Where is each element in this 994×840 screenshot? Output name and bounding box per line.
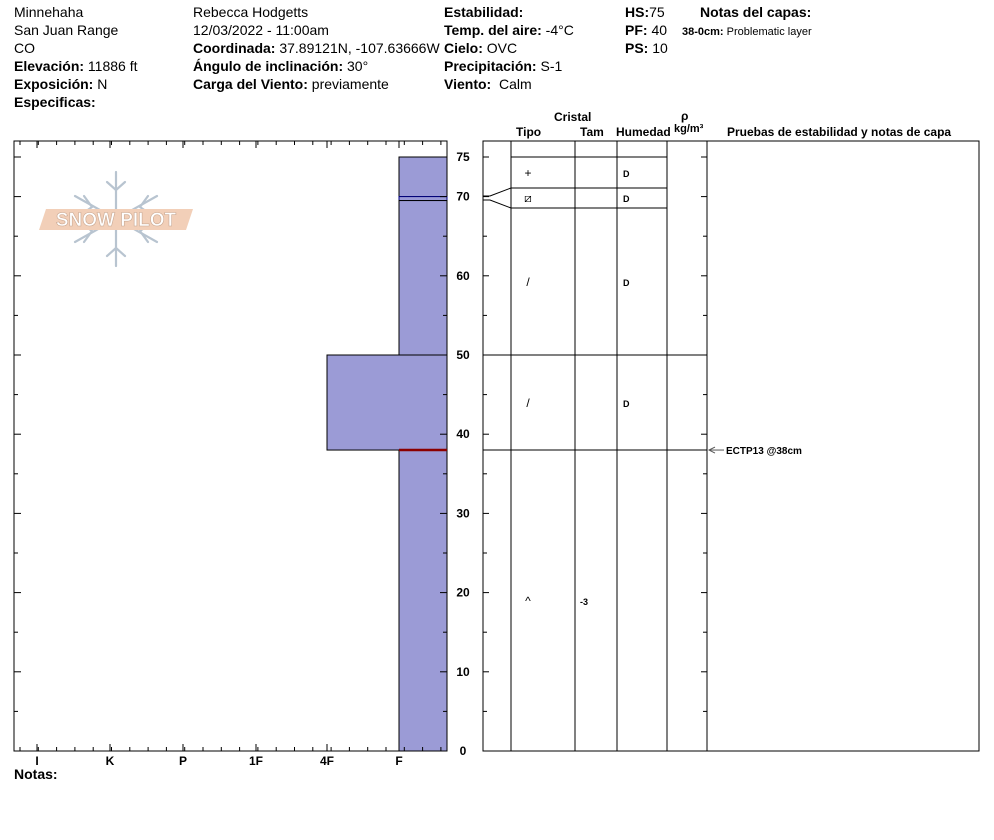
moisture-value: D bbox=[623, 399, 630, 409]
depth-tick-label: 30 bbox=[456, 506, 470, 520]
air-temp-value: -4°C bbox=[545, 22, 574, 38]
hardness-layer-bar bbox=[398, 449, 448, 752]
depth-tick-label: 50 bbox=[456, 348, 470, 362]
wind-row: Viento: Calm bbox=[444, 75, 532, 93]
elevation-label: Elevación: bbox=[14, 58, 85, 74]
ps-label: PS: bbox=[625, 40, 649, 56]
moisture-value: D bbox=[623, 278, 630, 288]
grain-type-symbol: ⧄ bbox=[524, 191, 532, 205]
wind-label: Viento: bbox=[444, 76, 492, 92]
aspect-value: N bbox=[97, 76, 108, 92]
depth-tick-label: 40 bbox=[456, 427, 470, 441]
col-density-unit: kg/m³ bbox=[674, 123, 704, 135]
col-rho: ρ bbox=[681, 109, 689, 123]
moisture-value: D bbox=[623, 194, 630, 204]
slope-row: Ángulo de inclinación: 30° bbox=[193, 57, 368, 75]
hs-label: HS: bbox=[625, 4, 650, 20]
wind-load-row: Carga del Viento: previamente bbox=[193, 75, 389, 93]
ps-value: 10 bbox=[652, 40, 668, 56]
hardness-tick-label: F bbox=[395, 754, 402, 768]
sky-label: Cielo: bbox=[444, 40, 483, 56]
air-temp-row: Temp. del aire: -4°C bbox=[444, 21, 574, 39]
col-moisture: Humedad bbox=[616, 125, 671, 139]
layer-connector bbox=[483, 187, 512, 197]
ps-row: PS: 10 bbox=[625, 39, 668, 57]
hs-value: 75 bbox=[649, 4, 665, 20]
coord-row: Coordinada: 37.89121N, -107.63666W bbox=[193, 39, 440, 57]
coord-value: 37.89121N, -107.63666W bbox=[279, 40, 440, 56]
layer-note-text: Problematic layer bbox=[726, 26, 812, 38]
hardness-layer-bar bbox=[398, 196, 448, 202]
depth-tick-label: 20 bbox=[456, 586, 470, 600]
col-type: Tipo bbox=[516, 125, 542, 139]
location: Minnehaha bbox=[14, 4, 84, 20]
slope-label: Ángulo de inclinación: bbox=[193, 58, 344, 74]
depth-tick-label: 10 bbox=[456, 665, 470, 679]
pf-label: PF: bbox=[625, 22, 648, 38]
datetime: 12/03/2022 - 11:00am bbox=[193, 22, 329, 38]
hardness-tick-label: K bbox=[106, 754, 115, 768]
test-arrow-head bbox=[707, 446, 716, 454]
wind-load-value: previamente bbox=[311, 76, 389, 92]
specifics-label: Especificas: bbox=[14, 94, 96, 110]
coord-label: Coordinada: bbox=[193, 40, 276, 56]
slope-value: 30° bbox=[347, 58, 369, 74]
aspect-row: Exposición: N bbox=[14, 75, 107, 93]
layer-note-depth: 38-0cm: bbox=[682, 26, 724, 38]
depth-tick-label: 60 bbox=[456, 269, 470, 283]
hardness-tick-label: 1F bbox=[249, 754, 263, 768]
stability-label: Estabilidad: bbox=[444, 4, 524, 20]
hardness-tick-label: I bbox=[35, 754, 38, 768]
logo-text: SNOW PILOT bbox=[56, 210, 177, 231]
col-tests: Pruebas de estabilidad y notas de capa bbox=[727, 125, 952, 139]
grain-type-symbol: ^ bbox=[525, 594, 531, 608]
sky-row: Cielo: OVC bbox=[444, 39, 517, 57]
depth-tick-label: 75 bbox=[456, 150, 470, 164]
hs-row: HS:75 bbox=[625, 3, 665, 21]
wind-value: Calm bbox=[498, 76, 532, 92]
precip-label: Precipitación: bbox=[444, 58, 537, 74]
layer-note-row: 38-0cm: Problematic layer bbox=[682, 23, 812, 41]
layer-connector bbox=[483, 199, 512, 209]
state: CO bbox=[14, 40, 35, 56]
grain-type-symbol: / bbox=[526, 275, 530, 289]
hardness-tick-label: P bbox=[179, 754, 187, 768]
layer-notes-label: Notas del capas: bbox=[700, 4, 812, 20]
grain-type-symbol: + bbox=[524, 166, 531, 180]
notes-label: Notas: bbox=[14, 766, 58, 782]
sky-value: OVC bbox=[486, 40, 518, 56]
depth-tick-label: 0 bbox=[460, 744, 467, 758]
pf-row: PF: 40 bbox=[625, 21, 667, 39]
hardness-tick-label: 4F bbox=[320, 754, 334, 768]
hardness-layer-bar bbox=[398, 156, 448, 198]
elevation-row: Elevación: 11886 ft bbox=[14, 57, 137, 75]
range: San Juan Range bbox=[14, 22, 119, 38]
stability-test-label: ECTP13 @38cm bbox=[726, 446, 802, 457]
col-size: Tam bbox=[580, 125, 604, 139]
aspect-label: Exposición: bbox=[14, 76, 94, 92]
grain-type-symbol: / bbox=[526, 396, 530, 410]
observer: Rebecca Hodgetts bbox=[193, 4, 309, 20]
wind-load-label: Carga del Viento: bbox=[193, 76, 308, 92]
elevation-value: 11886 ft bbox=[87, 58, 138, 74]
moisture-value: D bbox=[623, 169, 630, 179]
grain-size-value: -3 bbox=[580, 597, 588, 607]
depth-tick-label: 70 bbox=[456, 190, 470, 204]
col-crystal: Cristal bbox=[554, 110, 592, 124]
precip-value: S-1 bbox=[540, 58, 563, 74]
pf-value: 40 bbox=[651, 22, 668, 38]
hardness-layer-bar bbox=[398, 200, 448, 356]
layer-table-frame bbox=[482, 140, 980, 752]
snowpilot-logo: SNOW PILOT bbox=[39, 170, 193, 268]
hardness-layer-bar bbox=[326, 354, 448, 451]
air-temp-label: Temp. del aire: bbox=[444, 22, 542, 38]
precip-row: Precipitación: S-1 bbox=[444, 57, 562, 75]
